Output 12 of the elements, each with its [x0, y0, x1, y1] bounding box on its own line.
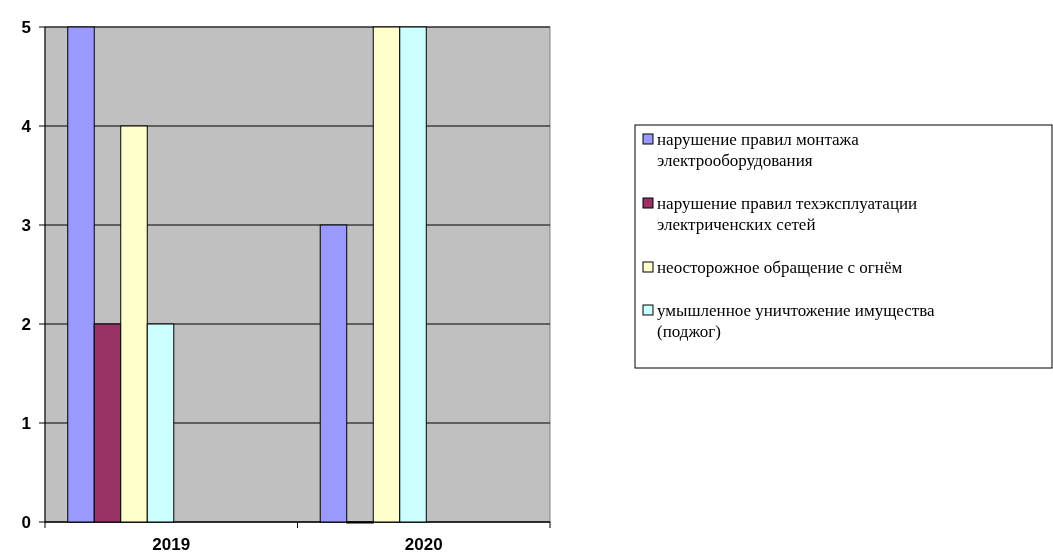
x-tick-label: 2020 [404, 535, 443, 554]
y-tick-label: 2 [21, 314, 31, 334]
y-tick-label: 4 [21, 116, 32, 136]
legend-label: нарушение правил техэксплуатации электриченских сетей [657, 194, 918, 234]
x-tick-label: 2019 [152, 535, 191, 554]
y-tick-label: 5 [21, 17, 31, 37]
legend-label: нарушение правил монтажа электрооборудования [657, 130, 860, 170]
legend-label: неосторожное обращение с огнём [657, 258, 903, 277]
y-tick-label: 3 [21, 215, 31, 235]
y-tick-label: 0 [21, 512, 31, 532]
legend-label: умышленное уничтожение имущества (поджог) [657, 301, 936, 341]
y-tick-label: 1 [21, 413, 31, 433]
